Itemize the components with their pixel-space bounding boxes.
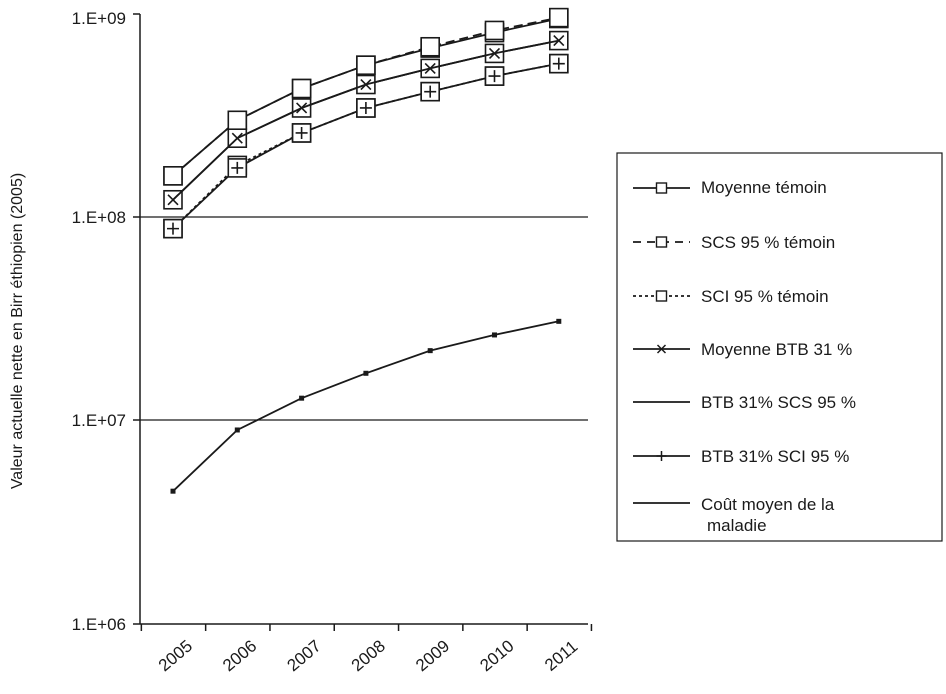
series-btb-31-sci-95 bbox=[163, 53, 569, 239]
legend-x-marker bbox=[656, 344, 667, 354]
x-tick-label: 2011 bbox=[541, 637, 581, 675]
plus-marker bbox=[231, 161, 244, 174]
plus-marker bbox=[359, 101, 372, 114]
legend-label-moyenne-btb: Moyenne BTB 31 % bbox=[701, 340, 852, 359]
series-line-cout-moyen-de-la-maladie bbox=[172, 320, 559, 492]
x-tick-label: 2005 bbox=[155, 636, 196, 675]
series-layer bbox=[163, 7, 569, 494]
data-point bbox=[299, 395, 305, 401]
legend-label-cout-line1: Coût moyen de la bbox=[701, 495, 835, 514]
series-cout-moyen-de-la-maladie bbox=[170, 318, 562, 494]
legend-box bbox=[616, 152, 943, 542]
y-tick-label: 1.E+09 bbox=[72, 9, 126, 28]
y-tick-3: 1.E+08 bbox=[72, 208, 140, 227]
legend-symbol-btb-31-sci-95 bbox=[633, 451, 690, 461]
y-tick-label: 1.E+08 bbox=[72, 208, 126, 227]
y-tick-4: 1.E+09 bbox=[72, 9, 140, 28]
data-point bbox=[492, 332, 497, 338]
y-axis-title: Valeur actuelle nette en Birr éthiopien … bbox=[9, 173, 26, 489]
x-tick-label: 2006 bbox=[219, 636, 260, 675]
legend-label-btb-scs: BTB 31% SCS 95 % bbox=[701, 393, 856, 412]
y-tick-1: 1.E+06 bbox=[72, 615, 140, 634]
data-point bbox=[356, 55, 376, 76]
data-point bbox=[363, 370, 369, 376]
data-point bbox=[227, 110, 248, 131]
x-ticks: 2005 2006 2007 2008 2009 2010 2011 bbox=[140, 624, 593, 675]
legend-symbol-moyenne-btb-31 bbox=[633, 344, 690, 354]
small-square-marker bbox=[427, 348, 433, 354]
series-moyenne-temoin bbox=[163, 8, 569, 186]
small-square-marker bbox=[492, 332, 497, 338]
data-point bbox=[548, 53, 569, 74]
plus-marker bbox=[167, 222, 179, 235]
legend-label-moyenne-temoin: Moyenne témoin bbox=[701, 178, 827, 197]
legend-label-sci-temoin: SCI 95 % témoin bbox=[701, 287, 829, 306]
plus-marker bbox=[552, 57, 565, 70]
small-square-marker bbox=[556, 318, 562, 324]
data-point bbox=[170, 488, 176, 494]
data-point bbox=[484, 20, 505, 41]
legend-symbol-scs-95-temoin bbox=[633, 236, 690, 248]
square-marker bbox=[163, 166, 183, 186]
x-tick-label: 2010 bbox=[476, 636, 517, 675]
data-point bbox=[420, 36, 441, 57]
legend-square-marker bbox=[655, 236, 668, 248]
data-point bbox=[556, 318, 562, 324]
plus-marker bbox=[295, 126, 308, 139]
legend-square-marker bbox=[655, 290, 668, 302]
series-scs-95-temoin bbox=[163, 7, 569, 186]
legend-symbols bbox=[633, 182, 690, 504]
small-square-marker bbox=[299, 395, 305, 401]
data-point bbox=[227, 158, 248, 178]
legend-label-cout-line2: maladie bbox=[707, 516, 767, 535]
y-tick-label: 1.E+07 bbox=[72, 411, 126, 430]
series-line-btb-31-scs-95 bbox=[172, 39, 559, 201]
legend: Moyenne témoin SCS 95 % témoin SCI 95 % … bbox=[616, 152, 943, 542]
legend-label-scs-temoin: SCS 95 % témoin bbox=[701, 233, 835, 252]
data-point bbox=[291, 78, 312, 99]
small-square-marker bbox=[170, 488, 176, 494]
series-btb-31-scs-95 bbox=[172, 39, 559, 201]
square-marker bbox=[548, 7, 569, 28]
legend-square-marker bbox=[655, 182, 668, 194]
x-marker bbox=[553, 35, 565, 47]
x-tick-label: 2009 bbox=[412, 636, 453, 675]
legend-plus-marker bbox=[656, 451, 667, 461]
small-square-marker bbox=[363, 370, 369, 376]
square-marker bbox=[484, 20, 505, 41]
data-point bbox=[163, 218, 183, 239]
data-point bbox=[420, 81, 441, 102]
y-tick-2: 1.E+07 bbox=[72, 411, 140, 430]
legend-symbol-sci-95-temoin bbox=[633, 290, 690, 302]
square-marker bbox=[227, 110, 248, 131]
data-point bbox=[234, 427, 240, 433]
data-point bbox=[548, 30, 569, 51]
square-marker bbox=[291, 78, 312, 99]
legend-symbol-moyenne-temoin bbox=[633, 182, 690, 194]
data-point bbox=[291, 123, 312, 143]
legend-label-btb-sci: BTB 31% SCI 95 % bbox=[701, 447, 849, 466]
plus-marker bbox=[488, 70, 501, 83]
small-square-marker bbox=[234, 427, 240, 433]
x-tick-label: 2007 bbox=[283, 636, 324, 675]
data-point bbox=[548, 7, 569, 28]
square-marker bbox=[420, 36, 441, 57]
data-point bbox=[356, 98, 376, 118]
data-point bbox=[427, 348, 433, 354]
plus-marker bbox=[424, 85, 437, 98]
data-point bbox=[484, 66, 505, 86]
data-point bbox=[163, 166, 183, 186]
square-marker bbox=[356, 55, 376, 76]
y-tick-label: 1.E+06 bbox=[72, 615, 126, 634]
x-tick-label: 2008 bbox=[348, 636, 389, 675]
